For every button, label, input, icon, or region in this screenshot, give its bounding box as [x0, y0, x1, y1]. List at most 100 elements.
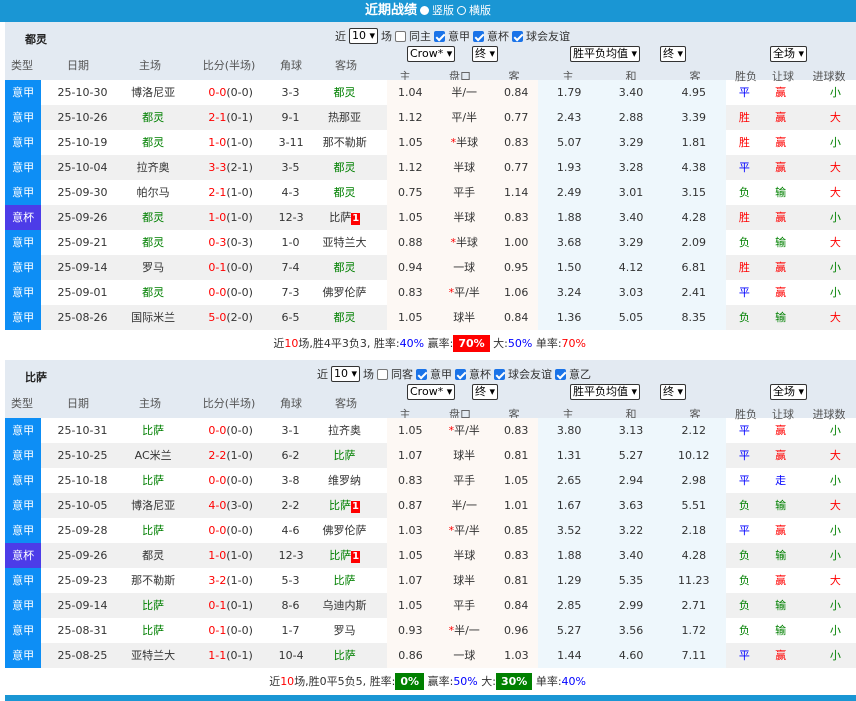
avg-odds-select[interactable]: 胜平负均值 ▾ [570, 46, 641, 62]
away-team[interactable]: 热那亚 [327, 111, 361, 124]
odds-stage-select[interactable]: 终 ▾ [472, 384, 499, 400]
filter-checkbox[interactable] [455, 368, 467, 380]
away-team-cell[interactable]: 热那亚 [302, 105, 387, 130]
home-team[interactable]: 都灵 [123, 543, 183, 568]
home-team[interactable]: 亚特兰大 [123, 643, 183, 668]
away-team[interactable]: 佛罗伦萨 [322, 286, 367, 299]
away-team-cell[interactable]: 比萨1 [302, 543, 387, 568]
away-team[interactable]: 比萨 [329, 499, 351, 512]
away-team-cell[interactable]: 佛罗伦萨 [302, 518, 386, 543]
home-team[interactable]: 都灵 [123, 105, 183, 130]
company-select[interactable]: Crow* ▾ [407, 46, 456, 62]
filter-label[interactable]: 同客 [391, 368, 414, 381]
match-row[interactable]: 意甲 25-10-19 都灵 1-0(1-0) 3-11 那不勒斯 1.05 *半球 0.83 5… [5, 130, 856, 155]
filter-checkbox[interactable] [494, 368, 506, 380]
match-row[interactable]: 意杯 25-09-26 都灵 1-0(1-0) 12-3 比萨1 1.05 半球 0.83 1.8… [5, 205, 856, 230]
match-row[interactable]: 意甲 25-08-31 比萨 0-1(0-0) 1-7 罗马 0.93 *半/一 0.96 5.2… [5, 618, 856, 643]
filter-label[interactable]: 意乙 [569, 368, 592, 381]
away-team-cell[interactable]: 都灵 [302, 80, 386, 105]
home-team[interactable]: 比萨 [142, 424, 165, 437]
scope-select[interactable]: 全场 ▾ [770, 384, 808, 400]
away-team-cell[interactable]: 比萨 [302, 643, 387, 668]
filter-checkbox[interactable] [512, 30, 524, 42]
away-team[interactable]: 比萨 [329, 211, 352, 224]
match-row[interactable]: 意甲 25-09-21 都灵 0-3(0-3) 1-0 亚特兰大 0.88 *半球 1.00 3.… [5, 230, 856, 255]
company-select[interactable]: Crow* ▾ [407, 384, 456, 400]
away-team-cell[interactable]: 比萨 [302, 568, 386, 593]
away-team[interactable]: 都灵 [333, 161, 356, 174]
match-row[interactable]: 意甲 25-10-04 拉齐奥 3-3(2-1) 3-5 都灵 1.12 半球 0.77 1.93… [5, 155, 856, 180]
filter-checkbox[interactable] [377, 368, 389, 380]
home-team[interactable]: 都灵 [142, 236, 165, 249]
filter-label[interactable]: 意甲 [448, 30, 471, 43]
home-team[interactable]: 罗马 [123, 255, 183, 280]
away-team-cell[interactable]: 比萨 [302, 443, 387, 468]
match-row[interactable]: 意杯 25-09-26 都灵 1-0(1-0) 12-3 比萨1 1.05 半球 0.83 1.8… [5, 543, 856, 568]
home-team[interactable]: 拉齐奥 [123, 155, 183, 180]
away-team[interactable]: 比萨 [333, 449, 356, 462]
away-team[interactable]: 比萨 [333, 649, 356, 662]
avg-odds-select[interactable]: 胜平负均值 ▾ [570, 384, 641, 400]
filter-label[interactable]: 意甲 [430, 368, 453, 381]
away-team[interactable]: 都灵 [333, 86, 356, 99]
away-team[interactable]: 比萨 [329, 549, 352, 562]
match-row[interactable]: 意甲 25-09-28 比萨 0-0(0-0) 4-6 佛罗伦萨 1.03 *平/半 0.85 3… [5, 518, 856, 543]
match-row[interactable]: 意甲 25-10-05 博洛尼亚 4-0(3-0) 2-2 比萨1 0.87 半/一 1.01 1… [5, 493, 856, 518]
filter-checkbox[interactable] [434, 30, 446, 42]
radio-horizontal[interactable] [457, 6, 466, 15]
home-team[interactable]: 都灵 [142, 136, 165, 149]
home-team[interactable]: 博洛尼亚 [131, 86, 176, 99]
option-vertical-label[interactable]: 竖版 [432, 4, 454, 17]
away-team-cell[interactable]: 比萨1 [302, 493, 387, 518]
radio-vertical[interactable] [420, 6, 429, 15]
away-team[interactable]: 那不勒斯 [322, 136, 367, 149]
away-team[interactable]: 佛罗伦萨 [322, 524, 367, 537]
filter-label[interactable]: 意杯 [487, 30, 510, 43]
filter-label[interactable]: 球会友谊 [508, 368, 553, 381]
away-team[interactable]: 比萨 [333, 574, 356, 587]
scope-select[interactable]: 全场 ▾ [770, 46, 808, 62]
match-row[interactable]: 意甲 25-09-23 那不勒斯 3-2(1-0) 5-3 比萨 1.07 球半 0.81 1.2… [5, 568, 856, 593]
odds-stage-select[interactable]: 终 ▾ [472, 46, 499, 62]
home-team[interactable]: 都灵 [142, 286, 165, 299]
home-team[interactable]: 比萨 [142, 474, 165, 487]
away-team-cell[interactable]: 都灵 [302, 155, 387, 180]
away-team[interactable]: 乌迪内斯 [322, 599, 367, 612]
away-team[interactable]: 拉齐奥 [327, 424, 361, 437]
away-team-cell[interactable]: 都灵 [302, 305, 387, 330]
away-team-cell[interactable]: 都灵 [302, 255, 387, 280]
home-team[interactable]: 国际米兰 [123, 305, 183, 330]
match-row[interactable]: 意甲 25-10-25 AC米兰 2-2(1-0) 6-2 比萨 1.07 球半 0.81 1.3… [5, 443, 856, 468]
away-team[interactable]: 罗马 [333, 624, 356, 637]
home-team[interactable]: 比萨 [123, 593, 183, 618]
away-team-cell[interactable]: 比萨1 [302, 205, 387, 230]
filter-label[interactable]: 同主 [409, 30, 432, 43]
match-row[interactable]: 意甲 25-10-31 比萨 0-0(0-0) 3-1 拉齐奥 1.05 *平/半 0.83 3.… [5, 418, 856, 443]
match-row[interactable]: 意甲 25-09-01 都灵 0-0(0-0) 7-3 佛罗伦萨 0.83 *平/半 1.06 3… [5, 280, 856, 305]
recent-count-select[interactable]: 10 ▾ [349, 28, 379, 44]
home-team[interactable]: AC米兰 [123, 443, 183, 468]
match-row[interactable]: 意甲 25-08-25 亚特兰大 1-1(0-1) 10-4 比萨 0.86 一球 1.03 1.… [5, 643, 856, 668]
filter-checkbox[interactable] [416, 368, 428, 380]
match-row[interactable]: 意甲 25-09-14 罗马 0-1(0-0) 7-4 都灵 0.94 一球 0.95 1.50 4… [5, 255, 856, 280]
away-team-cell[interactable]: 都灵 [302, 180, 386, 205]
away-team[interactable]: 都灵 [333, 261, 356, 274]
away-team-cell[interactable]: 维罗纳 [302, 468, 386, 493]
match-row[interactable]: 意甲 25-10-26 都灵 2-1(0-1) 9-1 热那亚 1.12 平/半 0.77 2.4… [5, 105, 856, 130]
away-team-cell[interactable]: 罗马 [302, 618, 386, 643]
filter-label[interactable]: 球会友谊 [526, 30, 571, 43]
away-team[interactable]: 都灵 [333, 311, 356, 324]
option-horizontal-label[interactable]: 横版 [469, 4, 491, 17]
away-team-cell[interactable]: 乌迪内斯 [302, 593, 387, 618]
filter-checkbox[interactable] [473, 30, 485, 42]
away-team-cell[interactable]: 佛罗伦萨 [302, 280, 386, 305]
match-row[interactable]: 意甲 25-09-14 比萨 0-1(0-1) 8-6 乌迪内斯 1.05 平手 0.84 2.8… [5, 593, 856, 618]
home-team[interactable]: 博洛尼亚 [123, 493, 183, 518]
away-team[interactable]: 亚特兰大 [322, 236, 367, 249]
recent-count-select[interactable]: 10 ▾ [331, 366, 361, 382]
filter-checkbox[interactable] [395, 30, 407, 42]
home-team[interactable]: 那不勒斯 [131, 574, 176, 587]
match-row[interactable]: 意甲 25-10-18 比萨 0-0(0-0) 3-8 维罗纳 0.83 平手 1.05 2.65… [5, 468, 856, 493]
away-team[interactable]: 维罗纳 [327, 474, 361, 487]
away-team-cell[interactable]: 那不勒斯 [303, 130, 387, 155]
